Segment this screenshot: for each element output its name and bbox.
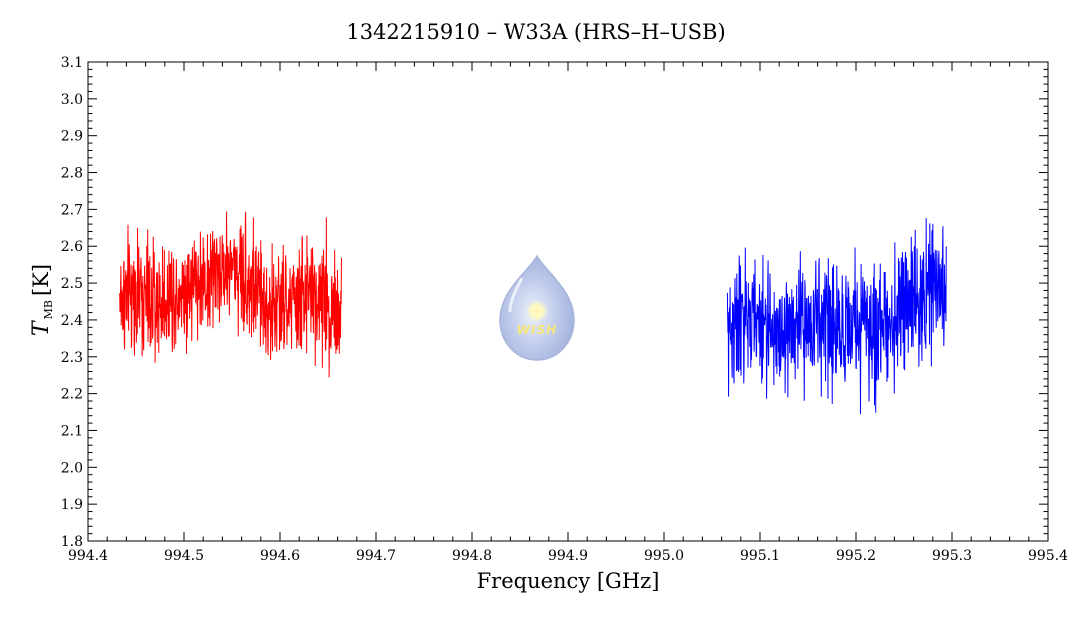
y-tick-label: 1.8	[61, 534, 83, 550]
x-tick-label: 995.0	[644, 548, 684, 564]
x-tick-label: 995.2	[836, 548, 876, 564]
y-tick-label: 2.4	[61, 313, 83, 329]
y-axis-label-unit: [K]	[29, 264, 53, 296]
y-axis-label-symbol: T	[29, 319, 54, 336]
x-tick-label: 994.6	[260, 548, 300, 564]
y-tick-label: 1.9	[61, 497, 83, 513]
y-tick-label: 2.1	[61, 423, 83, 439]
wish-logo-text: WISH	[517, 323, 557, 337]
x-tick-label: 994.5	[164, 548, 204, 564]
y-axis-label: TMB [K]	[29, 264, 55, 336]
x-axis-label: Frequency [GHz]	[477, 569, 660, 593]
x-tick-label: 994.8	[452, 548, 492, 564]
chart-title: 1342215910 – W33A (HRS–H–USB)	[346, 20, 725, 44]
wish-logo-watermark: WISH	[499, 254, 575, 361]
x-tick-label: 995.1	[740, 548, 780, 564]
y-tick-label: 2.7	[61, 202, 83, 218]
series-line-1	[119, 211, 342, 378]
x-tick-label: 994.4	[68, 548, 108, 564]
y-tick-label: 2.2	[61, 387, 83, 403]
y-axis-label-subscript: MB	[42, 300, 55, 319]
y-tick-label: 2.0	[61, 460, 83, 476]
y-tick-label: 2.3	[61, 350, 83, 366]
y-tick-label: 2.6	[61, 239, 83, 255]
y-tick-label: 3.1	[61, 55, 83, 71]
y-tick-label: 3.0	[61, 92, 83, 108]
x-tick-label: 994.7	[356, 548, 396, 564]
x-tick-label: 995.3	[932, 548, 972, 564]
x-tick-label: 994.9	[548, 548, 588, 564]
y-tick-label: 2.9	[61, 129, 83, 145]
x-tick-label: 995.4	[1028, 548, 1068, 564]
y-tick-label: 2.8	[61, 166, 83, 182]
series-line-2	[726, 217, 947, 415]
plot-series-group	[119, 211, 947, 415]
y-tick-label: 2.5	[61, 276, 83, 292]
axes-group: 994.4 994.5 994.6 994.7 994.8 994.9 995.0 995.1…	[61, 55, 1068, 564]
